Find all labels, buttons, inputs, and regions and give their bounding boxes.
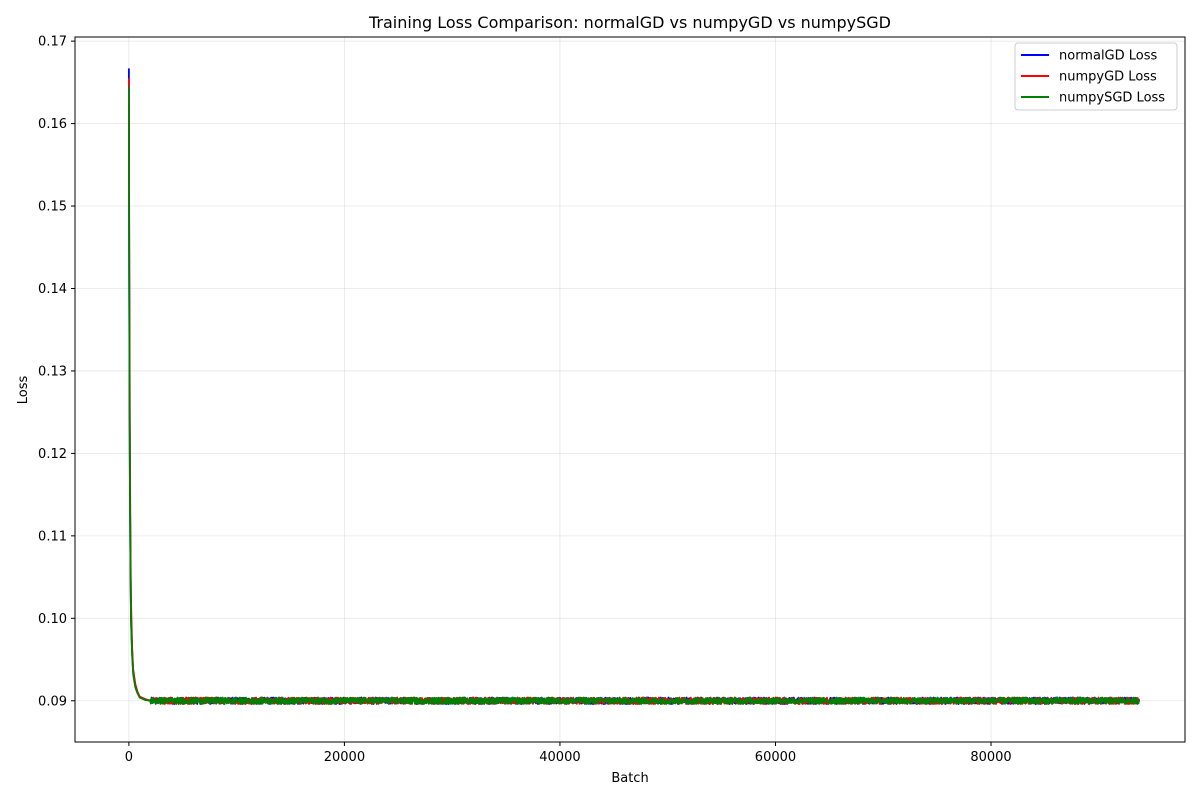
y-tick-label: 0.15 [38, 200, 67, 215]
chart-title: Training Loss Comparison: normalGD vs nu… [368, 13, 891, 32]
y-tick-label: 0.16 [38, 117, 67, 132]
x-tick-label: 40000 [539, 750, 580, 765]
y-tick-label: 0.17 [38, 35, 67, 50]
x-axis-label: Batch [611, 771, 648, 786]
y-axis-label: Loss [16, 376, 31, 405]
y-tick-label: 0.09 [38, 694, 67, 709]
series-line-3 [127, 86, 1140, 705]
y-tick-label: 0.13 [38, 364, 67, 379]
axis-ticks: 0 20000 40000 60000 80000 0.09 0.10 0.11 0.12 0.1… [38, 35, 1012, 765]
legend-label-2: numpyGD Loss [1059, 70, 1157, 85]
series-lines [127, 68, 1141, 705]
x-tick-label: 80000 [970, 750, 1011, 765]
y-tick-label: 0.14 [38, 282, 67, 297]
plot-frame [74, 36, 1186, 743]
y-tick-label: 0.12 [38, 447, 67, 462]
legend-box [1014, 42, 1178, 111]
legend-label-1: normalGD Loss [1059, 49, 1158, 64]
x-tick-label: 20000 [324, 750, 365, 765]
y-tick-label: 0.11 [38, 529, 67, 544]
legend: normalGD Loss numpyGD Loss numpySGD Loss [1014, 42, 1178, 111]
x-tick-label: 60000 [755, 750, 796, 765]
legend-label-3: numpySGD Loss [1059, 91, 1165, 106]
y-tick-label: 0.10 [38, 612, 67, 627]
x-tick-label: 0 [125, 750, 133, 765]
